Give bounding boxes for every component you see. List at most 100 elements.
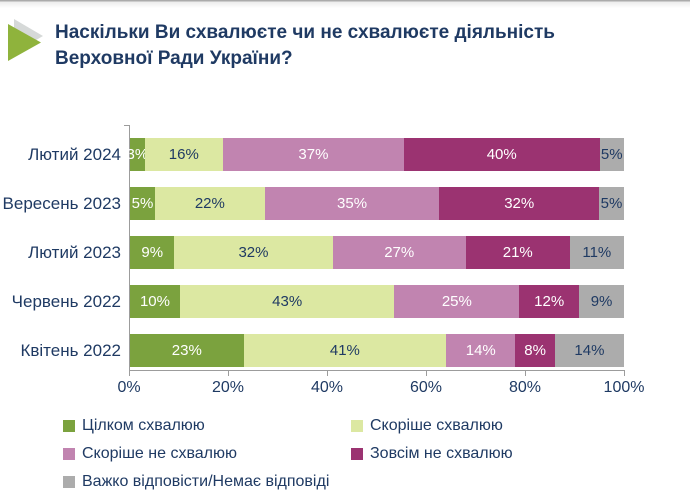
chart-row: Лютий 2024 3% 16% 37% 40% 5%: [0, 138, 624, 171]
bar-value-label: 40%: [486, 146, 517, 163]
x-axis-tick-label: 0%: [117, 379, 141, 396]
stacked-bar-chart: Лютий 2024 3% 16% 37% 40% 5% Вересень 2023 5% 22…: [0, 125, 660, 405]
legend-label: Скоріше не схвалюю: [82, 445, 237, 462]
bar-value-label: 37%: [298, 146, 329, 163]
bar-value-label: 12%: [534, 293, 565, 310]
legend-swatch: [63, 448, 75, 460]
bar-value-label: 22%: [194, 195, 225, 212]
stacked-bar: 3% 16% 37% 40% 5%: [127, 138, 624, 171]
bar-value-label: 8%: [524, 342, 546, 359]
bar-segment: 9%: [579, 285, 624, 318]
legend-label: Цілком схвалюю: [82, 417, 205, 434]
bar-segment: 41%: [243, 334, 447, 367]
bar-value-label: 27%: [384, 244, 415, 261]
bar-value-label: 10%: [139, 293, 170, 310]
bar-value-label: 32%: [504, 195, 535, 212]
bar-segment: 25%: [394, 285, 520, 318]
bar-value-label: 32%: [238, 244, 269, 261]
x-axis-tick: [624, 370, 625, 376]
bar-segment: 40%: [403, 138, 600, 171]
bar-value-label: 21%: [502, 244, 533, 261]
bar-segment: 5%: [599, 138, 624, 171]
bar-segment: 5%: [599, 187, 624, 220]
title-block: Наскільки Ви схвалюєте чи не схвалюєте д…: [55, 20, 620, 72]
page-title: Наскільки Ви схвалюєте чи не схвалюєте д…: [55, 22, 555, 69]
bar-value-label: 5%: [131, 195, 154, 212]
legend-label: Зовсім не схвалюю: [370, 445, 513, 462]
bar-value-label: 5%: [600, 146, 623, 163]
x-axis-tick: [426, 370, 427, 376]
bar-value-label: 9%: [141, 244, 164, 261]
stacked-bar: 9% 32% 27% 21% 11%: [130, 236, 624, 269]
legend-item: Скоріше схвалюю: [351, 416, 513, 436]
bar-value-label: 35%: [337, 195, 368, 212]
bar-value-label: 25%: [441, 293, 472, 310]
bar-value-label: 41%: [329, 342, 360, 359]
legend-swatch: [63, 476, 75, 488]
legend-item: Цілком схвалюю: [63, 416, 351, 436]
bar-segment: 22%: [154, 187, 265, 220]
x-axis-tick: [525, 370, 526, 376]
bar-segment: 12%: [519, 285, 580, 318]
bar-segment: 14%: [446, 334, 516, 367]
bar-segment: 10%: [130, 285, 180, 318]
x-axis-tick-label: 20%: [211, 379, 245, 396]
category-label: Вересень 2023: [2, 194, 121, 213]
bar-segment: 35%: [264, 187, 440, 220]
bar-segment: 23%: [130, 334, 244, 367]
legend-label: Скоріше схвалюю: [370, 417, 503, 434]
bar-value-label: 14%: [574, 342, 605, 359]
chart-row: Вересень 2023 5% 22% 35% 32% 5%: [0, 187, 624, 220]
category-label: Лютий 2023: [28, 243, 121, 262]
x-axis-tick-label: 60%: [409, 379, 443, 396]
chart-row: Лютий 2023 9% 32% 27% 21% 11%: [0, 236, 624, 269]
bar-segment: 8%: [515, 334, 555, 367]
category-label: Червень 2022: [11, 292, 121, 311]
category-label: Квітень 2022: [20, 341, 121, 360]
category-label: Лютий 2024: [28, 145, 121, 164]
chart-row: Квітень 2022 23% 41% 14% 8% 14%: [0, 334, 624, 367]
bar-segment: 11%: [569, 236, 624, 269]
x-axis-tick: [228, 370, 229, 376]
bar-segment: 3%: [127, 138, 148, 171]
bar-segment: 32%: [439, 187, 600, 220]
bar-value-label: 5%: [600, 195, 623, 212]
legend-swatch: [351, 448, 363, 460]
bar-value-label: 43%: [272, 293, 303, 310]
legend-item: Скоріше не схвалюю: [63, 444, 351, 464]
bar-segment: 5%: [130, 187, 155, 220]
x-axis-tick-label: 40%: [310, 379, 344, 396]
bar-value-label: 11%: [582, 244, 612, 261]
bar-segment: 27%: [332, 236, 466, 269]
bar-value-label: 9%: [590, 293, 613, 310]
title-arrow-icon: [8, 16, 52, 64]
chart-rows: Лютий 2024 3% 16% 37% 40% 5% Вересень 2023 5% 22…: [0, 138, 624, 383]
bar-value-label: 16%: [168, 146, 199, 163]
bar-value-label: 23%: [171, 342, 202, 359]
chart-row: Червень 2022 10% 43% 25% 12% 9%: [0, 285, 624, 318]
bar-segment: 14%: [554, 334, 624, 367]
legend-swatch: [351, 420, 363, 432]
x-axis-tick-label: 80%: [508, 379, 542, 396]
bar-value-label: 3%: [126, 146, 149, 163]
bar-segment: 32%: [174, 236, 333, 269]
x-axis-tick: [327, 370, 328, 376]
x-axis-tick-label: 100%: [603, 379, 645, 396]
stacked-bar: 5% 22% 35% 32% 5%: [130, 187, 624, 220]
legend-label: Важко відповісти/Немає відповіді: [82, 473, 330, 490]
stacked-bar: 10% 43% 25% 12% 9%: [130, 285, 624, 318]
top-border-line: [0, 0, 690, 8]
legend-item: Важко відповісти/Немає відповіді: [63, 472, 351, 492]
bar-segment: 37%: [222, 138, 404, 171]
bar-value-label: 14%: [465, 342, 496, 359]
bar-segment: 43%: [179, 285, 395, 318]
legend-item: Зовсім не схвалюю: [351, 444, 513, 464]
stacked-bar: 23% 41% 14% 8% 14%: [130, 334, 624, 367]
legend-swatch: [63, 420, 75, 432]
x-axis-line: [129, 370, 625, 371]
bar-segment: 16%: [144, 138, 223, 171]
bar-segment: 21%: [465, 236, 570, 269]
x-axis-tick: [129, 370, 130, 376]
y-axis-top-tick: [124, 125, 130, 126]
